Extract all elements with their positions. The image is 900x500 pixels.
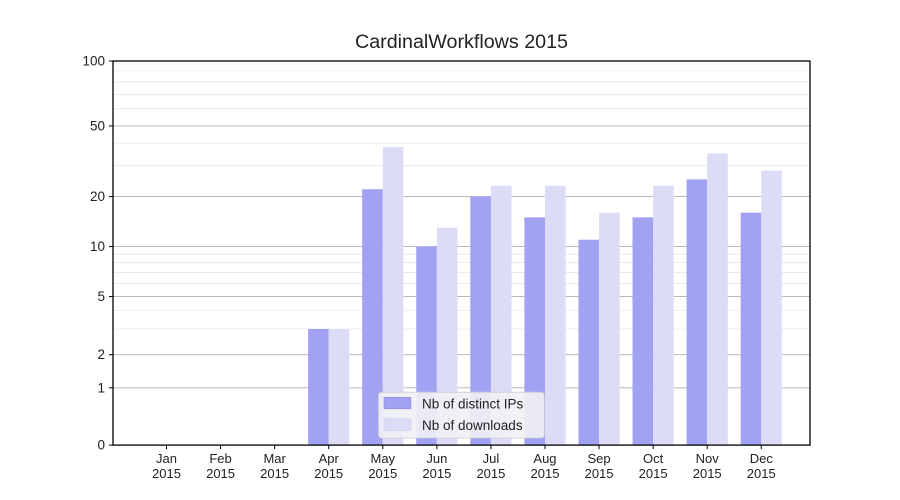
svg-text:0: 0: [97, 438, 105, 453]
svg-text:2015: 2015: [585, 466, 614, 481]
svg-text:2015: 2015: [531, 466, 560, 481]
svg-text:Jan: Jan: [156, 451, 177, 466]
svg-text:20: 20: [90, 189, 105, 204]
svg-text:Nov: Nov: [696, 451, 720, 466]
svg-text:2015: 2015: [260, 466, 289, 481]
svg-text:2015: 2015: [747, 466, 776, 481]
svg-text:Oct: Oct: [643, 451, 664, 466]
svg-text:2015: 2015: [206, 466, 235, 481]
svg-text:100: 100: [82, 54, 105, 69]
svg-text:Mar: Mar: [263, 451, 286, 466]
svg-text:CardinalWorkflows 2015: CardinalWorkflows 2015: [355, 31, 568, 53]
svg-text:Dec: Dec: [750, 451, 774, 466]
svg-text:2015: 2015: [639, 466, 668, 481]
svg-text:2015: 2015: [693, 466, 722, 481]
svg-text:2015: 2015: [152, 466, 181, 481]
svg-text:2015: 2015: [368, 466, 397, 481]
svg-text:Aug: Aug: [533, 451, 556, 466]
svg-text:Jul: Jul: [483, 451, 500, 466]
svg-text:Nb of distinct IPs: Nb of distinct IPs: [422, 397, 524, 412]
svg-text:Sep: Sep: [587, 451, 610, 466]
svg-text:50: 50: [90, 118, 105, 133]
svg-text:Jun: Jun: [426, 451, 447, 466]
svg-text:Apr: Apr: [319, 451, 340, 466]
svg-text:1: 1: [97, 380, 105, 395]
svg-text:Nb of downloads: Nb of downloads: [422, 418, 523, 433]
svg-text:2015: 2015: [476, 466, 505, 481]
svg-text:2015: 2015: [422, 466, 451, 481]
svg-text:2015: 2015: [314, 466, 343, 481]
svg-text:May: May: [370, 451, 395, 466]
svg-text:5: 5: [97, 289, 105, 304]
svg-text:Feb: Feb: [209, 451, 231, 466]
svg-text:10: 10: [90, 239, 105, 254]
svg-text:2: 2: [97, 347, 105, 362]
